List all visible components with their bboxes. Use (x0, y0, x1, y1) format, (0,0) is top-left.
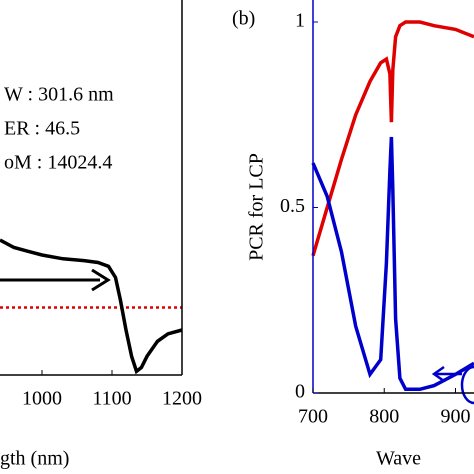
x-tick-label: 900 (440, 406, 470, 428)
x-tick-label: 1200 (162, 388, 202, 410)
line-series (0, 238, 183, 375)
x-tick-label: 800 (369, 406, 399, 428)
x-axis-label: gth (nm) (0, 448, 69, 470)
annotation: ER : 46.5 (4, 118, 80, 140)
annotation: oM : 14024.4 (4, 152, 112, 174)
y-tick-label: 0 (295, 381, 305, 403)
x-tick-label: 1100 (92, 388, 131, 410)
x-tick-label: 1000 (22, 388, 62, 410)
panel-label: (b) (232, 8, 255, 30)
line-series (311, 20, 474, 257)
y-tick-label: 0.5 (280, 195, 305, 217)
left-arrow (0, 268, 111, 292)
right-arrow-annotation (431, 365, 474, 405)
y-tick-label: 1 (295, 10, 305, 32)
y-axis-label: PCR for LCP (246, 153, 268, 261)
x-axis-label: Wave (376, 448, 421, 470)
line-series (311, 136, 474, 392)
x-tick-label: 700 (298, 406, 328, 428)
annotation: W : 301.6 nm (4, 84, 114, 106)
